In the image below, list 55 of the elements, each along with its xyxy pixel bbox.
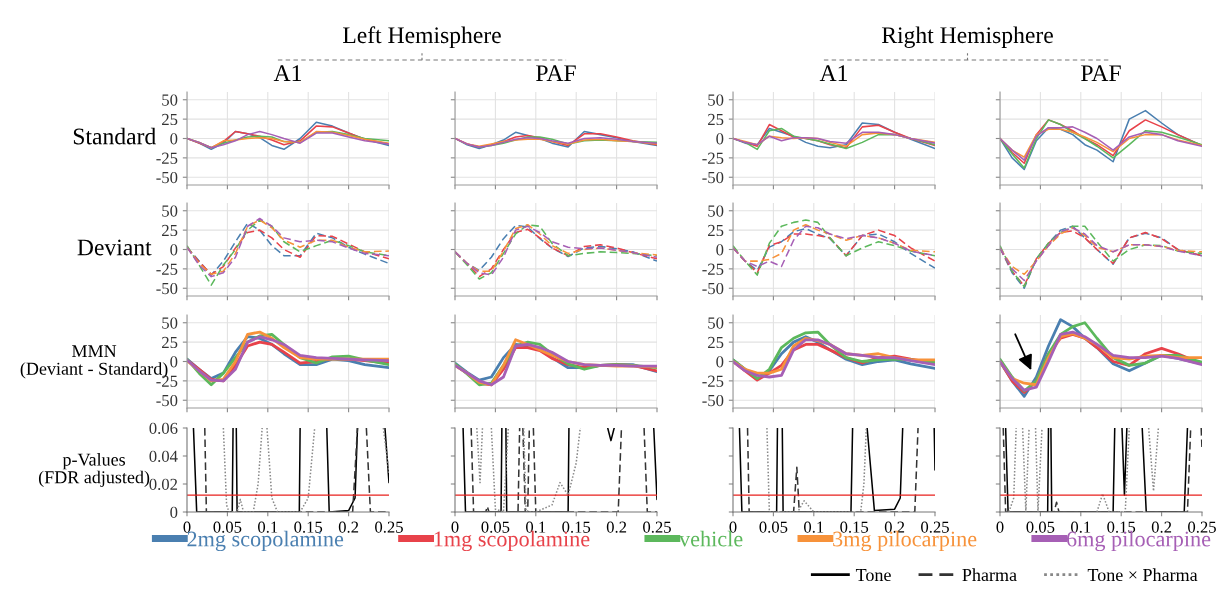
x-tick-label: 0 [451,521,459,533]
legend-label: Tone [855,569,891,582]
y-tick-label: 50 [162,94,178,106]
chart-subtitle: Left Hemisphere [343,26,501,48]
y-tick-label: 50 [708,94,724,106]
y-tick-label: 25 [162,113,178,126]
x-tick-label: 0.1 [1071,521,1091,533]
y-tick-label: -25 [702,375,724,387]
x-tick-label: 0 [183,521,191,533]
x-tick-label: 0.2 [606,521,627,533]
y-tick-label: -50 [156,282,178,295]
y-tick-label: 50 [708,205,724,217]
y-tick-label: 0 [170,506,178,518]
y-tick-label: 0 [716,133,724,145]
y-tick-label: 0.04 [149,450,178,463]
chart-title: A1 [273,65,302,81]
y-tick-label: 25 [708,336,724,349]
x-tick-label: 0.25 [643,521,671,533]
y-tick-label: 25 [162,224,178,237]
y-axis-title: Deviant [77,239,152,256]
y-tick-label: 0 [170,133,178,145]
y-tick-label: 0 [716,244,724,256]
y-tick-label: 0 [170,356,178,368]
y-tick-label: -50 [702,282,724,295]
y-tick-label: -50 [702,171,724,184]
y-tick-label: -25 [702,152,724,164]
chart-subtitle: Right Hemisphere [881,26,1053,48]
chart-title: PAF [1081,65,1121,81]
chart-title: PAF [536,65,576,81]
y-tick-label: 50 [708,317,724,329]
x-tick-label: 0 [996,521,1004,533]
y-tick-label: 0.06 [149,422,178,435]
y-tick-label: 50 [162,317,178,329]
y-tick-label: -50 [156,171,178,184]
y-tick-label: 0 [716,356,724,368]
x-tick-label: 0.1 [804,521,824,533]
y-tick-label: -25 [702,263,724,275]
y-tick-label: 0 [170,244,178,256]
x-tick-label: 0.05 [1026,521,1055,533]
x-tick-label: 0.15 [840,521,869,533]
chart-title: A1 [819,65,848,81]
y-tick-label: -25 [156,263,178,275]
x-tick-label: 0.05 [759,521,788,533]
y-tick-label: 25 [708,113,724,126]
x-tick-label: 0.25 [375,521,403,533]
y-tick-label: -50 [156,394,178,407]
y-tick-label: 25 [708,224,724,237]
legend-label: Pharma [962,568,1017,582]
y-axis-title: p-Values (FDR adjusted) [38,453,150,487]
y-tick-label: 0.02 [149,478,178,491]
y-tick-label: 50 [162,205,178,217]
y-axis-title: Standard [73,127,156,145]
legend-label: Tone × Pharma [1087,568,1198,582]
y-tick-label: -25 [156,152,178,164]
y-tick-label: -50 [702,394,724,407]
